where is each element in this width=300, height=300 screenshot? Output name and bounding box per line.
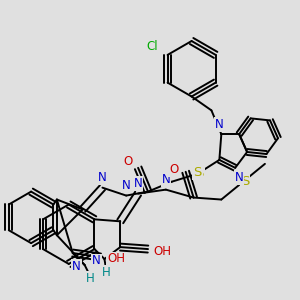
Text: N: N <box>122 179 130 192</box>
Text: N: N <box>72 260 81 273</box>
Text: O: O <box>124 155 133 168</box>
Text: N: N <box>235 171 244 184</box>
Text: H: H <box>102 266 111 279</box>
Text: N: N <box>92 254 101 268</box>
Text: S: S <box>195 167 204 180</box>
Text: O: O <box>169 163 178 176</box>
Text: H: H <box>86 272 95 285</box>
Text: OH: OH <box>107 253 125 266</box>
Text: S: S <box>194 166 202 179</box>
Text: N: N <box>98 171 107 184</box>
Text: OH: OH <box>153 244 171 258</box>
Text: Cl: Cl <box>146 40 158 53</box>
Text: S: S <box>241 175 249 188</box>
Text: N: N <box>161 173 170 186</box>
Text: N: N <box>215 118 224 131</box>
Text: N: N <box>134 177 142 190</box>
